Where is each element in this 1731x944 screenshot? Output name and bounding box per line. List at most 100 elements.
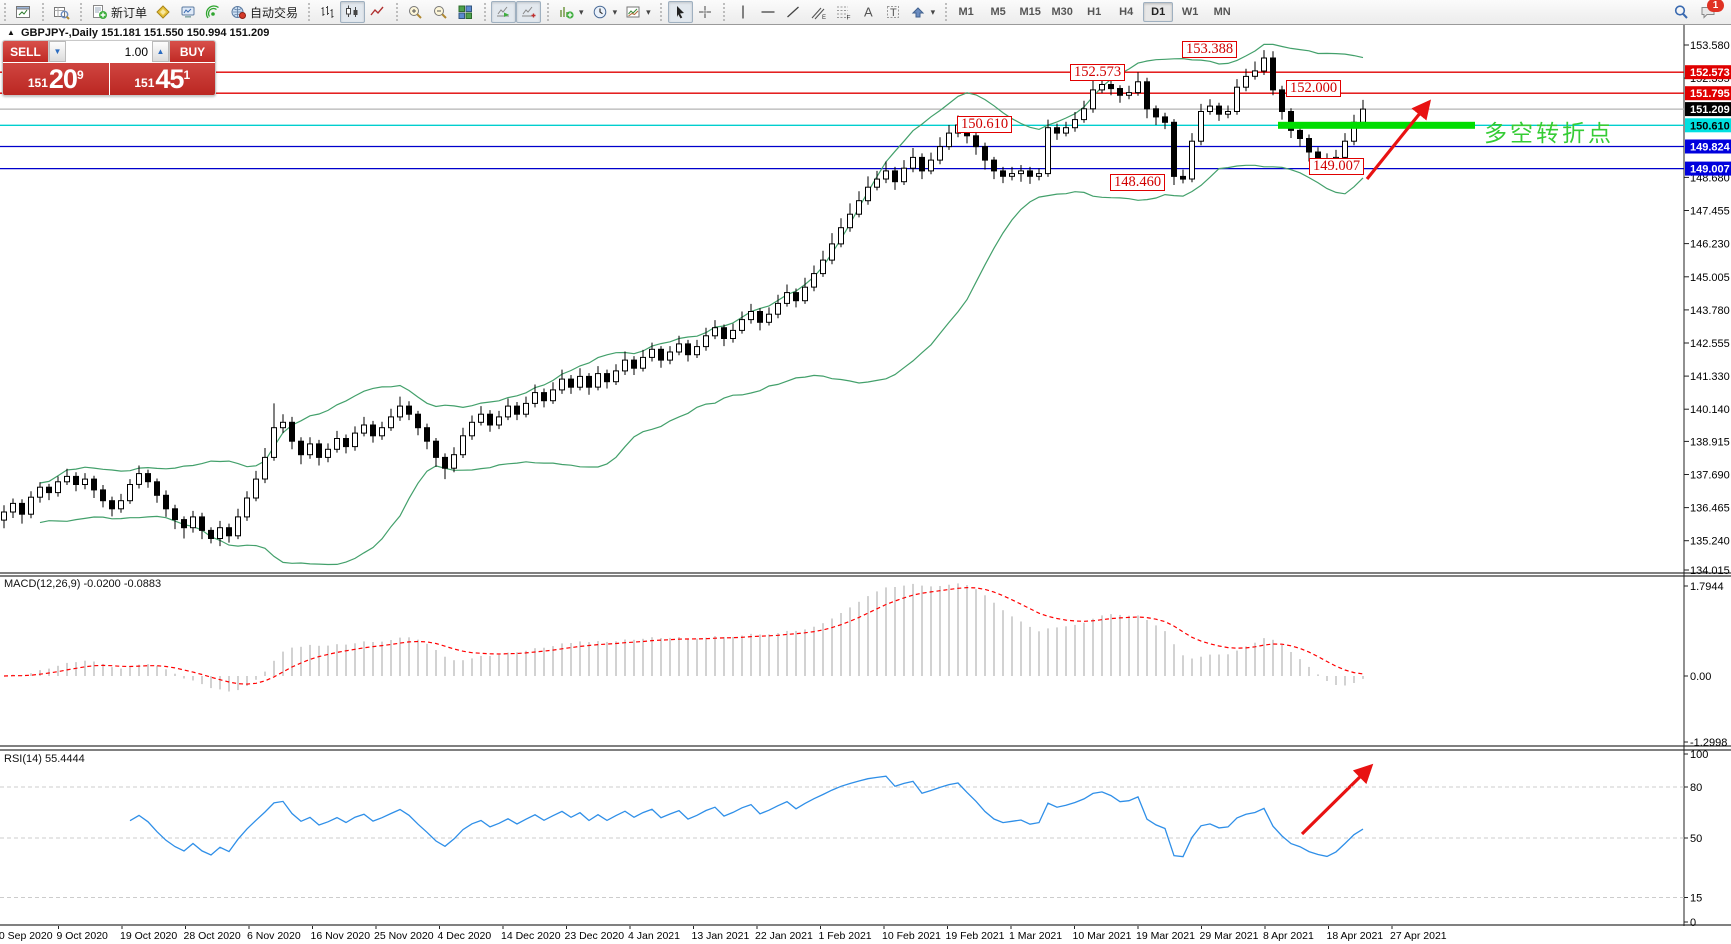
chart-window-button[interactable] [11,1,36,23]
price-badge [1685,118,1731,133]
zoom-in-icon [407,4,424,20]
macd-axis-label: 1.7944 [1690,581,1724,593]
sell-price[interactable]: 151 20 9 [3,63,109,95]
line-chart-mode-button[interactable] [365,1,390,23]
price-badge-label: 150.610 [1690,120,1730,132]
data-window-button[interactable] [49,1,74,23]
timeframe-mn[interactable]: MN [1213,6,1231,18]
notification-badge: 1 [1707,0,1724,12]
bollinger-lower-line [39,164,1364,566]
dropdown-caret-icon: ▾ [646,6,651,17]
timeframe-h4[interactable]: H4 [1119,6,1134,18]
rsi-axis-label: 0 [1690,917,1696,929]
vertical-line-tool-button[interactable] [731,1,756,23]
chart-shift-button[interactable] [516,1,542,23]
toolbar-separator [545,3,551,21]
fibo-icon: F [835,4,852,20]
turning-point-zone[interactable] [1278,121,1475,129]
tile-windows-button[interactable] [453,1,478,23]
sell-button[interactable]: SELL [3,41,48,62]
rsi-indicator-label: RSI(14) 55.4444 [4,753,85,765]
new-order-label: 新订单 [111,5,148,20]
price-tick-label: 137.690 [1690,469,1730,481]
tile-icon [457,4,474,20]
crosshair-icon [697,4,714,20]
toolbar-group [313,0,392,24]
sell-price-sup: 9 [76,68,84,82]
buy-price[interactable]: 151 45 1 [109,63,215,95]
trend-icon [785,4,802,20]
date-label: 22 Jan 2021 [755,930,813,942]
text-t-icon: T [885,4,902,20]
trend-arrow-2[interactable] [1300,763,1374,836]
price-tick-label: 135.240 [1690,536,1730,548]
date-label: 6 Nov 2020 [247,930,301,942]
templates-button[interactable]: ▾ [621,1,655,23]
toolbar-group [9,0,38,24]
horizontal-line-tool-button[interactable] [756,1,781,23]
toolbar-separator [2,3,7,21]
main-toolbar: 新订单 自动交易 ▾ ▾ ▾ E F A T ▾ M1 M5 M15 M30 H1 H4 D1 W1 MN 1 [0,0,1731,25]
price-tick-label: 138.915 [1690,436,1730,448]
price-tick-label: 134.015 [1690,565,1730,577]
timeframe-h1[interactable]: H1 [1087,6,1102,18]
price-tick-label: 147.455 [1690,206,1730,218]
date-label: 13 Jan 2021 [692,930,750,942]
sell-price-handle: 151 [27,76,48,90]
date-label: 8 Apr 2021 [1263,930,1314,942]
arrows-tool-button[interactable]: ▾ [906,1,940,23]
timeframe-w1[interactable]: W1 [1181,6,1199,18]
crosshair-tool-button[interactable] [693,1,718,23]
buy-button[interactable]: BUY [170,41,215,62]
rsi-line [129,775,1364,858]
cursor-tool-button[interactable] [667,1,693,23]
svg-text:T: T [890,7,897,19]
label-tool-button[interactable]: T [881,1,906,23]
timeframe-m1[interactable]: M1 [958,6,974,18]
search-button[interactable] [1673,4,1690,20]
bar-chart-mode-button[interactable] [315,1,340,23]
signals-button[interactable] [201,1,226,23]
price-badge [1685,102,1731,117]
rsi-axis-label: 50 [1690,833,1702,845]
buy-price-big: 45 [155,64,184,94]
timeframe-d1[interactable]: D1 [1143,2,1174,22]
signals-icon [205,4,222,20]
fibonacci-tool-button[interactable]: F [831,1,856,23]
volume-up-button[interactable]: ▲ [152,41,169,62]
data-window-icon [53,4,70,20]
date-label: 9 Oct 2020 [57,930,109,942]
price-badge [1685,86,1731,101]
periods-button[interactable]: ▾ [588,1,622,23]
candle-chart-mode-button[interactable] [340,1,366,23]
macd-signal-line [3,586,1364,685]
terminal-button[interactable] [176,1,201,23]
price-callout-148.460: 148.460 [1110,174,1166,191]
timeframe-m5[interactable]: M5 [990,6,1006,18]
dropdown-caret-icon: ▾ [579,6,584,17]
auto-scroll-button[interactable] [491,1,517,23]
volume-down-button[interactable]: ▼ [49,41,66,62]
metaeditor-icon [155,4,172,20]
indicators-button[interactable]: ▾ [554,1,588,23]
svg-text:F: F [846,15,850,21]
bollinger-upper-line [39,43,1364,484]
autotrading-button[interactable]: 自动交易 [226,1,302,23]
volume-input[interactable] [66,41,152,62]
trend-arrow-1[interactable] [1365,99,1432,181]
price-badge-label: 151.795 [1690,88,1730,100]
equidistant-channel-tool-button[interactable]: E [806,1,831,23]
timeframe-m15[interactable]: M15 [1019,6,1041,18]
metaeditor-button[interactable] [151,1,176,23]
trendline-tool-button[interactable] [781,1,806,23]
zoom-in-button[interactable] [403,1,428,23]
sell-price-big: 20 [48,64,78,94]
timeframe-m30[interactable]: M30 [1051,6,1073,18]
new-order-button[interactable]: 新订单 [87,1,151,23]
zoom-out-button[interactable] [428,1,453,23]
new-order-icon [91,4,108,20]
text-tool-button[interactable]: A [856,1,881,23]
indicators-icon [558,4,575,20]
chat-button[interactable]: 1 [1700,0,1724,20]
